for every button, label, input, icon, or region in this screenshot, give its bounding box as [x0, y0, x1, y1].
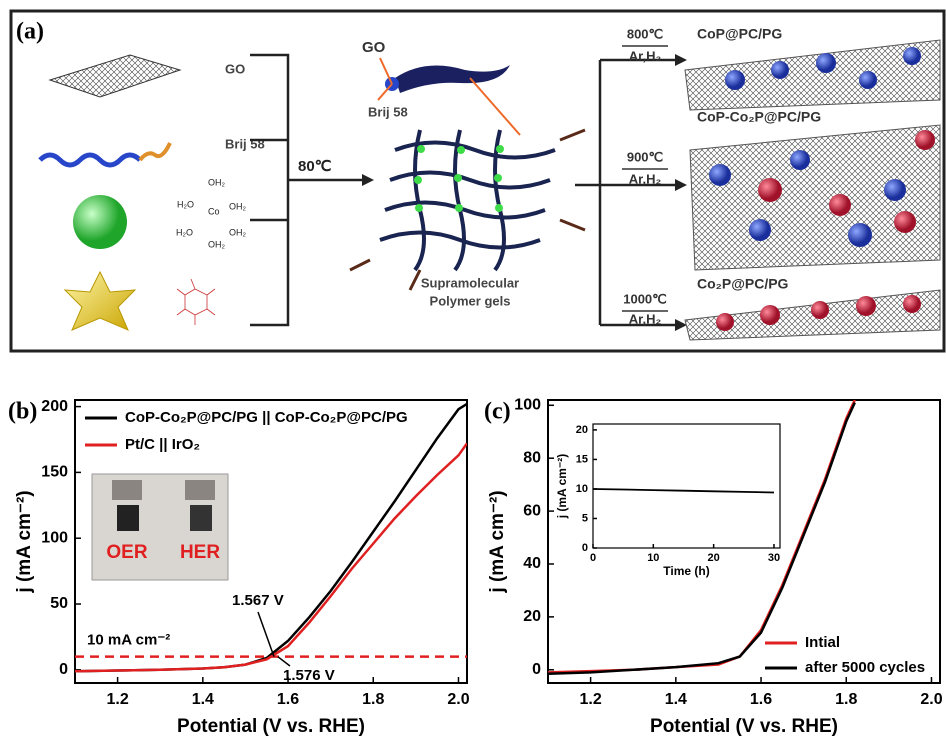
x-tick-label: 1.4: [192, 691, 214, 708]
plot-frame: [593, 424, 780, 548]
plot-frame: [548, 400, 940, 683]
condition: 1000℃: [623, 291, 667, 306]
gas: Ar,H₂: [629, 311, 662, 326]
y-axis-label: j (mA cm⁻²): [487, 490, 508, 593]
y-tick-label: 10: [576, 483, 588, 495]
y-tick-label: 0: [59, 661, 68, 678]
annotation: 1.567 V: [232, 592, 284, 609]
y-tick-label: 0: [582, 542, 588, 554]
gas: Ar,H₂: [629, 48, 662, 63]
condition: 900℃: [627, 149, 663, 164]
panel-label: (a): [16, 19, 44, 45]
chem-label: OH₂: [208, 177, 226, 187]
chem-label: OH₂: [229, 201, 247, 211]
product-name: CoP-Co₂P@PC/PG: [697, 109, 821, 125]
legend-label: Intial: [805, 634, 840, 651]
x-tick-label: 1.6: [750, 691, 772, 708]
x-tick-label: 1.8: [835, 691, 857, 708]
product-name: Co₂P@PC/PG: [697, 276, 789, 292]
x-tick-label: 20: [708, 552, 720, 564]
gel-label: Brij 58: [368, 104, 408, 119]
y-tick-label: 40: [523, 555, 541, 572]
electrode: [185, 480, 215, 500]
x-tick-label: 1.6: [277, 691, 299, 708]
chem-label: OH₂: [229, 227, 247, 237]
y-tick-label: 80: [523, 449, 541, 466]
x-tick-label: 1.8: [362, 691, 384, 708]
panel-label: (b): [8, 399, 37, 425]
electrode-sample: [117, 505, 139, 531]
x-tick-label: 10: [647, 552, 659, 564]
x-tick-label: 1.4: [665, 691, 687, 708]
chem-label: OH₂: [208, 239, 226, 249]
y-tick-label: 15: [576, 453, 588, 465]
chem-label: H₂O: [177, 199, 194, 209]
reaction-temperature: 80℃: [298, 158, 332, 175]
reference-label: 10 mA cm⁻²: [87, 632, 170, 649]
condition: 800℃: [627, 26, 663, 41]
y-axis-label: j (mA cm⁻²): [14, 490, 35, 593]
chem-label: Co: [208, 206, 220, 216]
y-tick-label: 5: [582, 512, 588, 524]
chem-label: H₂O: [176, 227, 193, 237]
x-tick-label: 1.2: [106, 691, 128, 708]
x-tick-label: 0: [590, 552, 596, 564]
panel-a: (a) GO Brij 58 OH₂ H₂O Co OH₂ H₂O OH₂ OH…: [11, 11, 944, 351]
product-name: CoP@PC/PG: [697, 26, 782, 42]
legend-label: CoP-Co₂P@PC/PG || CoP-Co₂P@PC/PG: [125, 409, 408, 426]
precursor-label: GO: [225, 61, 245, 76]
gel-name: Polymer gels: [430, 293, 511, 308]
electrode: [112, 480, 142, 500]
x-tick-label: 2.0: [447, 691, 469, 708]
gas: Ar,H₂: [629, 171, 662, 186]
sphere-icon: [73, 195, 127, 249]
legend-label: after 5000 cycles: [805, 659, 925, 676]
y-tick-label: 100: [514, 397, 541, 414]
series-line: [548, 400, 855, 672]
series-line: [593, 489, 774, 493]
panel-label: (c): [484, 399, 511, 425]
photo-label: HER: [180, 542, 220, 563]
y-tick-label: 20: [523, 608, 541, 625]
annotation: 1.576 V: [283, 667, 335, 684]
x-tick-label: 30: [768, 552, 780, 564]
y-axis-label: j (mA cm⁻²): [555, 454, 569, 520]
legend-label: Pt/C || IrO₂: [125, 436, 200, 453]
x-tick-label: 1.2: [579, 691, 601, 708]
figure: (a) GO Brij 58 OH₂ H₂O Co OH₂ H₂O OH₂ OH…: [0, 0, 946, 741]
y-tick-label: 50: [50, 595, 68, 612]
gel-name: Supramolecular: [421, 275, 519, 290]
y-tick-label: 200: [41, 398, 68, 415]
y-tick-label: 100: [41, 529, 68, 546]
precursor-label: Brij 58: [225, 136, 265, 151]
y-tick-label: 0: [532, 661, 541, 678]
x-axis-label: Potential (V vs. RHE): [650, 716, 838, 737]
electrode-sample: [190, 505, 212, 531]
y-tick-label: 150: [41, 464, 68, 481]
x-axis-label: Time (h): [663, 564, 709, 578]
x-axis-label: Potential (V vs. RHE): [177, 716, 365, 737]
x-tick-label: 2.0: [920, 691, 942, 708]
y-tick-label: 20: [576, 424, 588, 436]
gel-label: GO: [362, 39, 386, 56]
photo-label: OER: [106, 542, 147, 563]
y-tick-label: 60: [523, 502, 541, 519]
